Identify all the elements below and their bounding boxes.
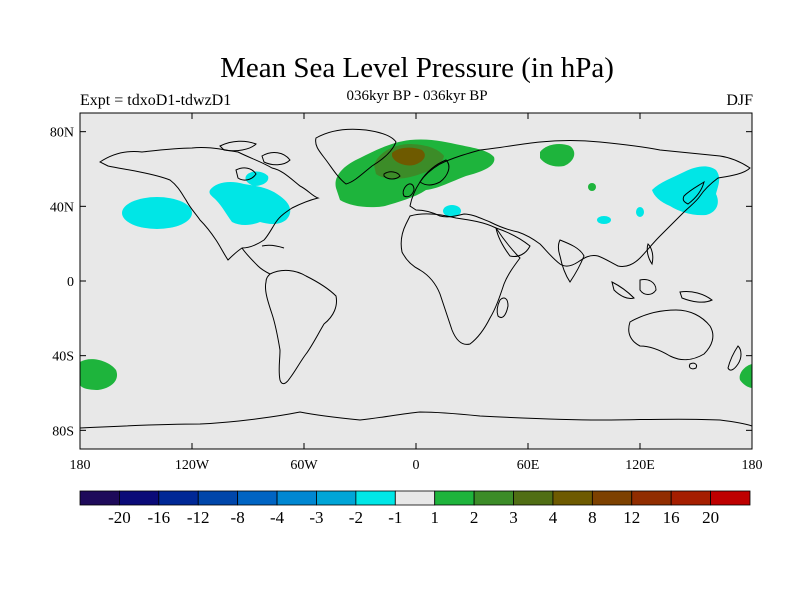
coastline-central-america <box>241 247 271 275</box>
colorbar-label: -4 <box>270 508 285 527</box>
colorbar-swatch <box>316 490 357 506</box>
coastline-madagascar <box>496 297 509 319</box>
colorbar-swatch <box>158 490 199 506</box>
anomaly-north-america-north <box>245 171 269 186</box>
colorbar: -20 -16 -12 -8 -4 -3 -2 -1 1 2 3 4 8 12 16 20 <box>79 490 751 527</box>
colorbar-label: -20 <box>108 508 131 527</box>
x-tick-label: 180 <box>742 458 763 473</box>
anomaly-china-small <box>636 207 644 217</box>
coastline-tasmania <box>689 362 697 370</box>
colorbar-swatch <box>473 490 514 506</box>
colorbar-label: 2 <box>470 508 479 527</box>
coastline-india <box>558 239 585 283</box>
x-tick-label: 180 <box>70 458 91 473</box>
colorbar-swatch <box>355 490 396 506</box>
map-title: Mean Sea Level Pressure (in hPa) <box>220 52 614 84</box>
coastline-eurasia <box>409 140 751 267</box>
x-tick-label: 60E <box>517 458 540 473</box>
anomaly-central-asia-small <box>588 183 596 191</box>
colorbar-swatch <box>513 490 554 506</box>
coastline-british-isles <box>402 183 415 198</box>
x-tick-label: 0 <box>413 458 420 473</box>
coastline-arabia <box>495 227 531 257</box>
colorbar-swatch <box>79 490 120 506</box>
anomaly-northeast-asia <box>652 166 720 216</box>
colorbar-label: -8 <box>231 508 245 527</box>
colorbar-label: -3 <box>309 508 323 527</box>
coastline-antarctica <box>80 411 752 429</box>
anomaly-core-max <box>392 147 425 166</box>
y-tick-label: 0 <box>67 275 74 290</box>
colorbar-label: -2 <box>349 508 363 527</box>
y-tick-label: 80N <box>50 126 74 141</box>
colorbar-swatch <box>591 490 633 506</box>
colorbar-swatch <box>394 490 436 506</box>
colorbar-label: -1 <box>388 508 402 527</box>
anomaly-mediterranean <box>443 205 461 217</box>
colorbar-swatch <box>710 490 751 506</box>
x-tick-label: 120E <box>625 458 655 473</box>
colorbar-label: 12 <box>623 508 640 527</box>
coastline-australia <box>628 309 714 361</box>
coastline-scandinavia <box>419 159 450 186</box>
y-tick-label: 40S <box>52 350 74 365</box>
coastlines <box>80 128 752 429</box>
anomaly-southwest-pacific-west <box>80 359 118 390</box>
coastline-caribbean <box>261 244 285 249</box>
colorbar-label: 8 <box>588 508 597 527</box>
coastline-new-zealand <box>727 345 742 371</box>
x-tick-label: 60W <box>290 458 318 473</box>
colorbar-label: 1 <box>430 508 439 527</box>
colorbar-swatch <box>197 490 239 506</box>
y-tick-label: 40N <box>50 200 74 215</box>
x-tick-label: 120W <box>175 458 210 473</box>
colorbar-label: 3 <box>509 508 518 527</box>
coastline-sumatra <box>611 281 635 299</box>
coastline-borneo <box>639 279 657 295</box>
coastline-philippines <box>646 243 654 266</box>
coastline-hudson-bay <box>235 167 257 181</box>
colorbar-swatch <box>434 490 475 506</box>
colorbar-swatch <box>552 490 593 506</box>
coastline-africa <box>400 213 521 345</box>
colorbar-swatch <box>276 490 317 506</box>
colorbar-swatch <box>119 490 160 506</box>
period-label: 036kyr BP - 036kyr BP <box>346 88 488 104</box>
coastline-iceland <box>383 171 401 180</box>
colorbar-label: 4 <box>549 508 558 527</box>
colorbar-swatch <box>237 490 278 506</box>
colorbar-label: 20 <box>702 508 719 527</box>
anomaly-layer <box>80 139 752 390</box>
colorbar-label: 16 <box>663 508 680 527</box>
anomaly-east-asia-small <box>597 216 611 224</box>
experiment-label: Expt = tdxoD1-tdwzD1 <box>80 92 232 109</box>
anomaly-eastern-siberia <box>540 144 575 167</box>
anomaly-north-pacific <box>122 197 192 229</box>
coastline-baffin <box>261 152 291 166</box>
colorbar-label: -12 <box>187 508 210 527</box>
colorbar-label: -16 <box>147 508 170 527</box>
colorbar-swatch <box>631 490 672 506</box>
colorbar-swatch <box>670 490 711 506</box>
anomaly-north-america <box>209 182 291 225</box>
coastline-greenland <box>315 128 397 185</box>
coastline-japan <box>682 180 705 205</box>
y-tick-label: 80S <box>52 424 74 439</box>
axis-ticks: 80N 40N 0 40S 80S 180 120W 60W 0 60E 120E 180 <box>50 113 763 473</box>
coastline-south-america <box>265 269 337 385</box>
coastline-new-guinea <box>679 291 713 303</box>
coastline-north-america <box>99 147 320 261</box>
anomaly-southwest-pacific-east <box>739 364 752 388</box>
season-label: DJF <box>726 92 753 109</box>
coastline-arctic-islands <box>219 140 257 152</box>
